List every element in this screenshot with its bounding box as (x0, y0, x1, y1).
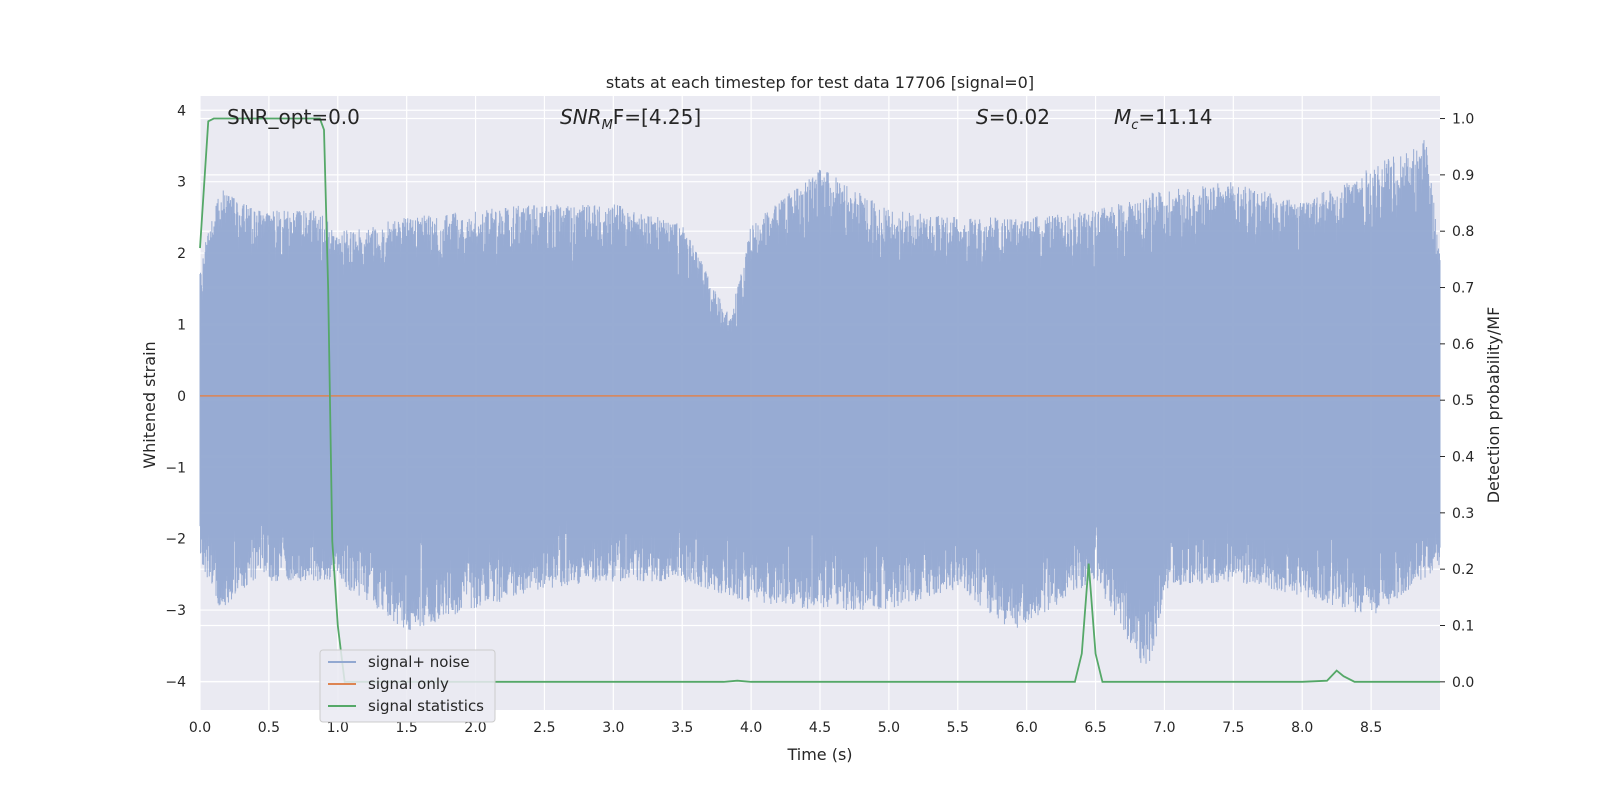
legend-label-signal-noise: signal+ noise (368, 653, 470, 671)
legend-label-signal-statistics: signal statistics (368, 697, 484, 715)
x-tick-label: 2.5 (533, 720, 555, 736)
snr-mf-sub: M (602, 118, 613, 133)
y-tick-label-right: 0.5 (1452, 393, 1474, 409)
x-axis-label: Time (s) (786, 745, 852, 764)
x-tick-label: 3.0 (602, 720, 624, 736)
mc-main: M (1114, 105, 1131, 129)
chart-title: stats at each timestep for test data 177… (606, 73, 1034, 92)
y-tick-label-left: −4 (165, 674, 186, 690)
x-tick-label: 6.0 (1016, 720, 1038, 736)
x-tick-label: 4.5 (809, 720, 831, 736)
y-tick-label-right: 0.8 (1452, 224, 1474, 240)
x-tick-label: 5.5 (947, 720, 969, 736)
legend-label-signal-only: signal only (368, 675, 449, 693)
y-tick-label-right: 0.4 (1452, 450, 1474, 466)
mc-rest: =11.14 (1138, 105, 1212, 129)
x-tick-label: 5.0 (878, 720, 900, 736)
y-tick-label-right: 0.3 (1452, 506, 1474, 522)
y-tick-label-left: 0 (177, 389, 186, 405)
line-series (199, 117, 1440, 683)
annotation-snr-mf: SNRMF=[4.25] (560, 105, 701, 133)
y-tick-label-right: 0.9 (1452, 168, 1474, 184)
x-tick-label: 0.5 (258, 720, 280, 736)
x-tick-label: 8.5 (1360, 720, 1382, 736)
x-tick-label: 8.0 (1291, 720, 1313, 736)
s-main: S (976, 105, 989, 129)
y-tick-label-left: 3 (177, 175, 186, 191)
x-tick-label: 0.0 (189, 720, 211, 736)
y-tick-label-left: −2 (165, 532, 186, 548)
x-tick-label: 7.5 (1222, 720, 1244, 736)
x-tick-label: 2.0 (464, 720, 486, 736)
y-tick-label-right: 0.2 (1452, 562, 1474, 578)
x-tick-label: 1.5 (396, 720, 418, 736)
snr-mf-rest: F=[4.25] (613, 105, 701, 129)
y-tick-label-right: 0.0 (1452, 675, 1474, 691)
snr-mf-main: SNR (560, 105, 602, 129)
x-tick-label: 4.0 (740, 720, 762, 736)
legend: signal+ noise signal only signal statist… (319, 649, 496, 723)
tick-labels: 0.0 0.5 1.0 1.5 2.0 2.5 3.0 3.5 4.0 4.5 5.0 5.5 6.0 6… (165, 103, 1474, 736)
signal-noise-trace (199, 140, 1441, 664)
y-tick-label-left: 1 (177, 317, 186, 333)
x-tick-label: 7.0 (1153, 720, 1175, 736)
annotation-mc: Mc=11.14 (1114, 105, 1212, 133)
x-tick-label: 6.5 (1084, 720, 1106, 736)
y-tick-label-left: 2 (177, 246, 186, 262)
y-tick-label-right: 0.6 (1452, 337, 1474, 353)
y-tick-label-right: 0.1 (1452, 619, 1474, 635)
y-tick-label-right: 1.0 (1452, 112, 1474, 128)
x-tick-label: 1.0 (327, 720, 349, 736)
y-tick-label-left: −1 (165, 460, 186, 476)
mc-sub: c (1131, 118, 1138, 133)
signal-statistics-line (199, 117, 1440, 683)
y-tick-label-left: 4 (177, 103, 186, 119)
s-rest: =0.02 (989, 105, 1050, 129)
signal-noise-series (199, 140, 1441, 664)
y-axis-label-right: Detection probability/MF (1484, 307, 1503, 504)
y-tick-label-left: −3 (165, 603, 186, 619)
legend-box (319, 649, 496, 723)
annotation-s: S=0.02 (976, 105, 1050, 129)
annotation-snr-opt: SNR_opt=0.0 (227, 105, 360, 129)
x-tick-label: 3.5 (671, 720, 693, 736)
y-axis-label-left: Whitened strain (140, 341, 159, 468)
y-tick-label-right: 0.7 (1452, 281, 1474, 297)
